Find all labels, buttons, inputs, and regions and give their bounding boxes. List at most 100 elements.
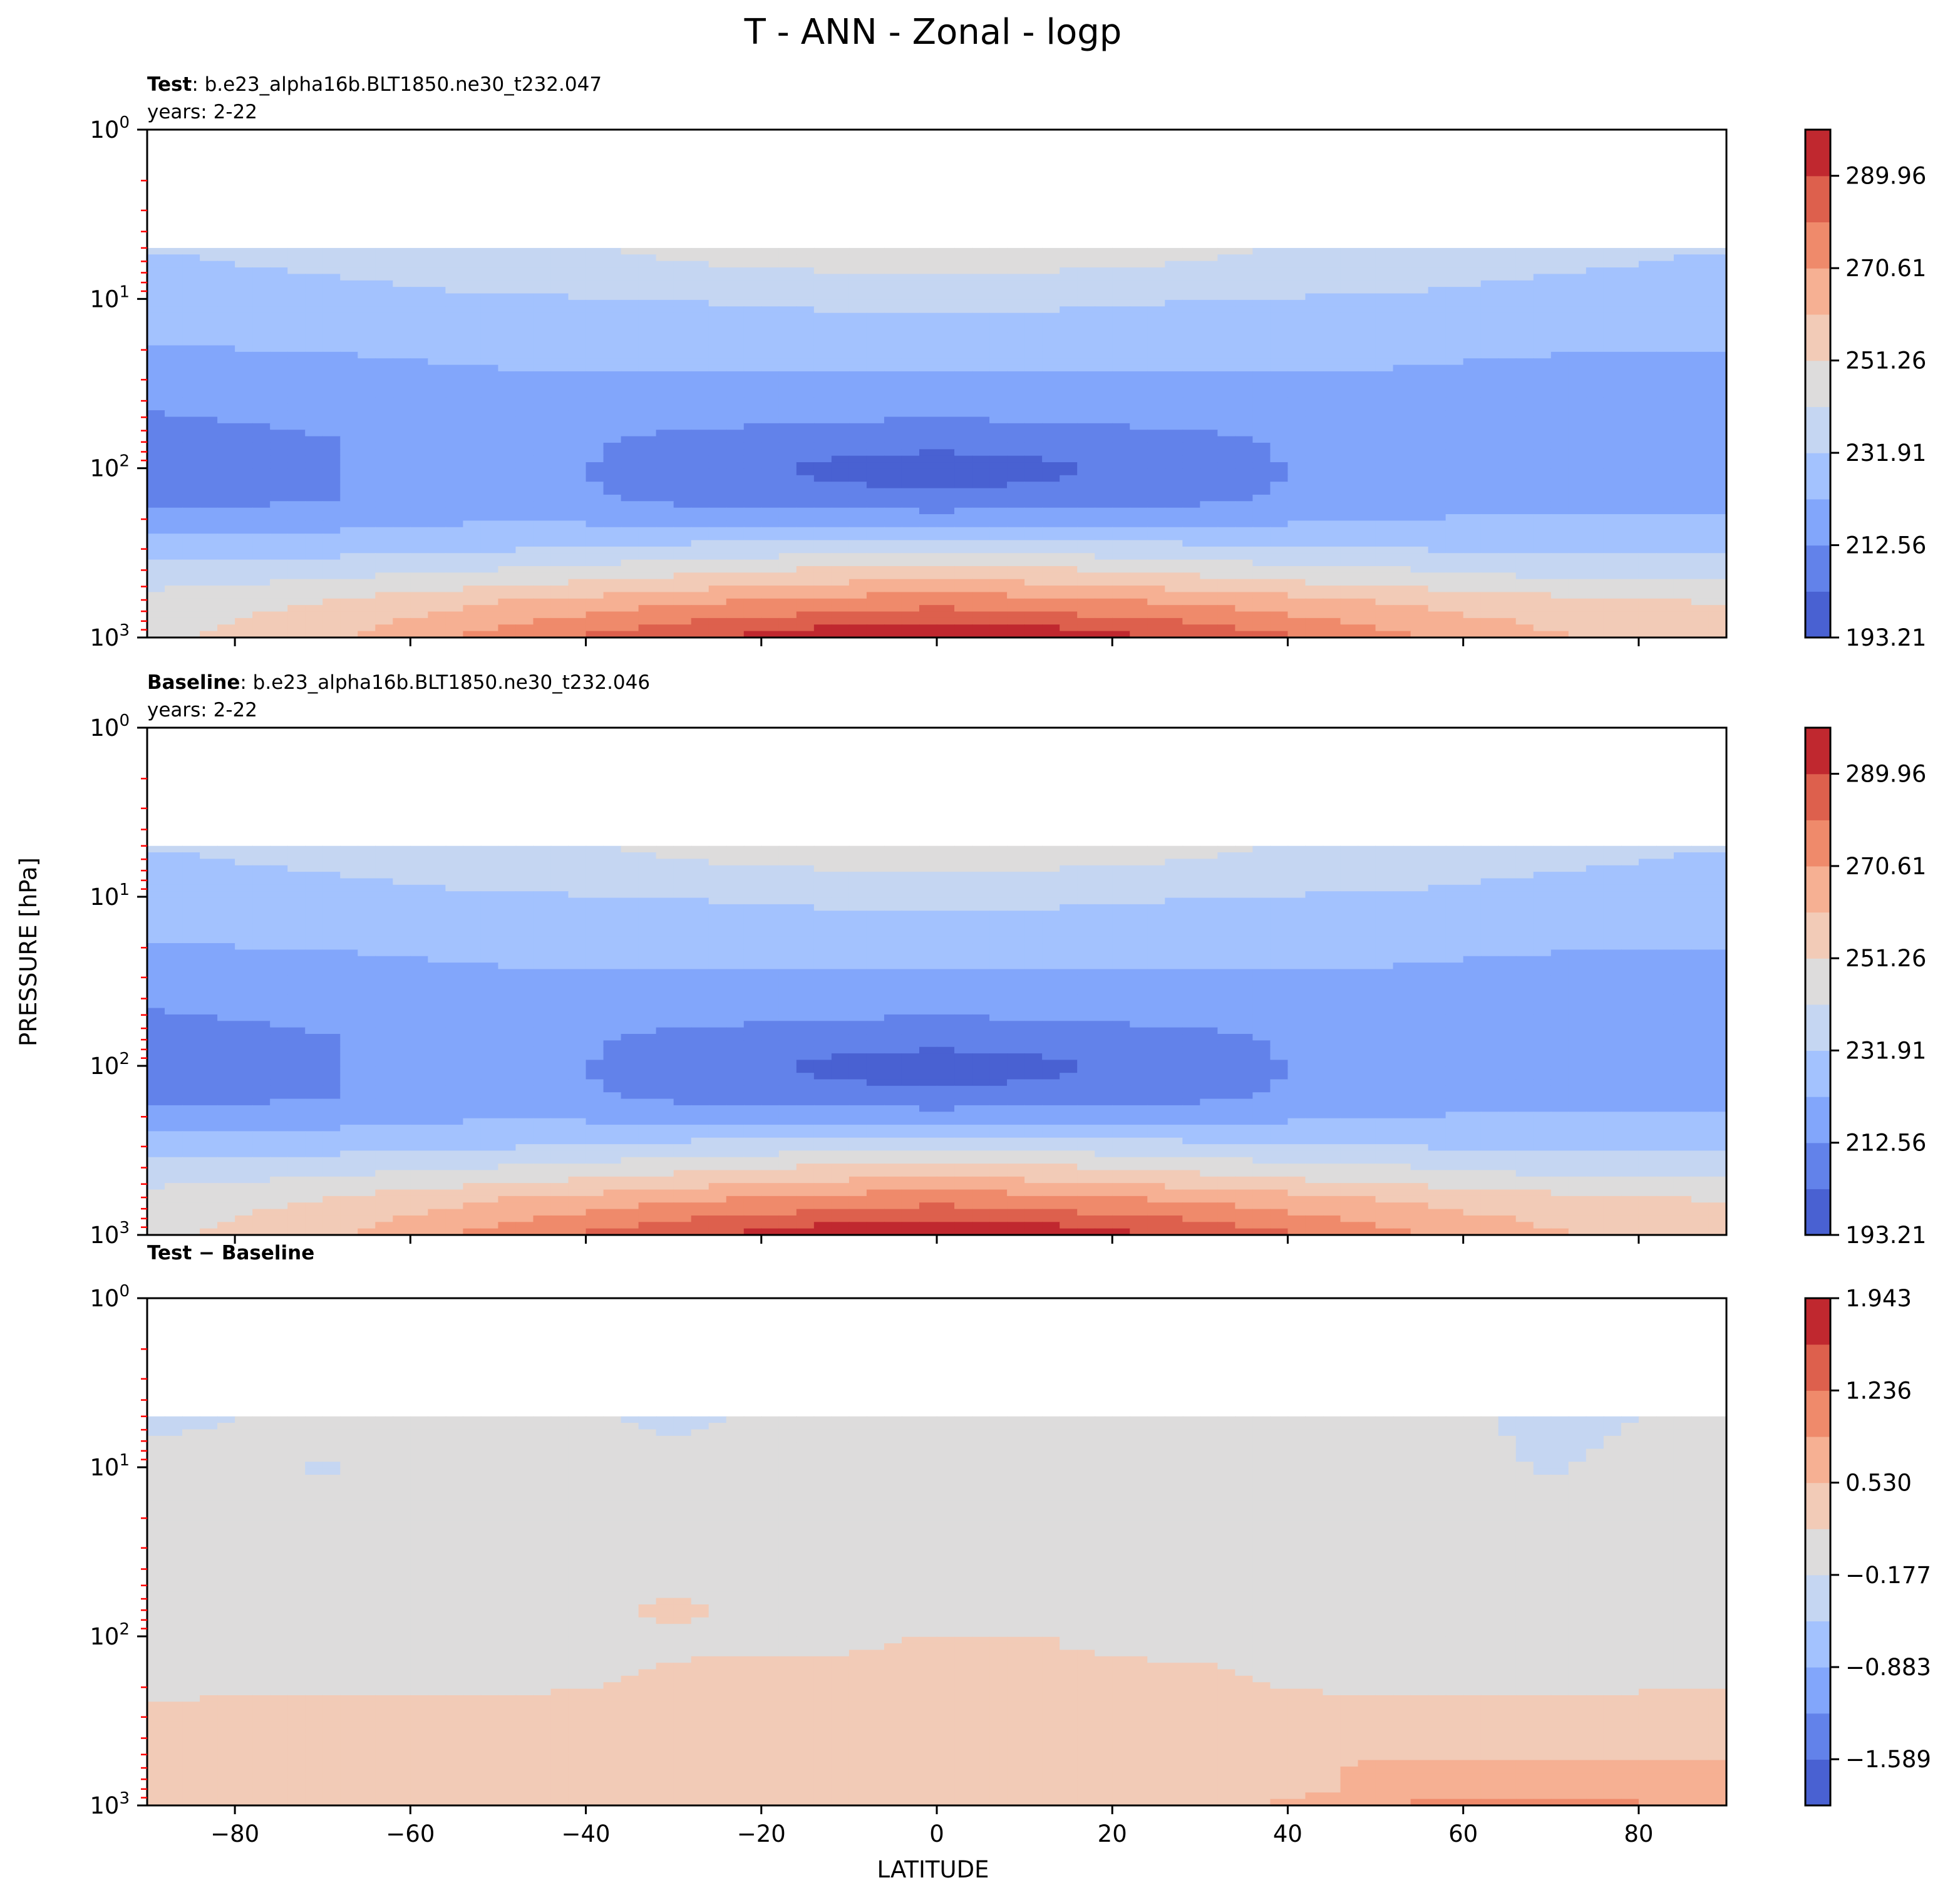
contour-cell [358,410,376,418]
contour-cell [498,410,517,418]
contour-cell [638,312,657,320]
contour-cell [533,306,552,314]
contour-cell [1287,423,1306,431]
contour-cell [217,546,235,554]
contour-cell [603,410,622,418]
contour-cell [1656,527,1674,534]
contour-cell [463,332,482,339]
contour-cell [1287,501,1306,509]
contour-cell [463,534,482,541]
contour-cell [972,565,990,574]
contour-cell [954,514,972,522]
contour-cell [1287,416,1306,424]
contour-cell [1586,299,1604,307]
contour-cell [638,475,657,482]
contour-cell [901,494,920,502]
contour-cell [1147,364,1166,372]
contour-cell [1463,247,1482,256]
contour-cell [761,514,780,522]
contour-cell [673,572,692,580]
contour-cell [1375,553,1394,560]
contour-cell [831,280,850,287]
contour-cell [1568,247,1587,256]
contour-cell [656,397,674,405]
contour-cell [1130,384,1148,391]
contour-cell [165,455,183,463]
contour-cell [1375,306,1394,314]
contour-cell [1393,482,1411,489]
contour-cell [708,416,727,424]
contour-cell [585,579,604,586]
contour-cell [235,586,253,593]
contour-cell [480,546,499,554]
contour-cell [550,364,569,372]
contour-cell [937,488,955,495]
contour-cell [691,455,709,463]
contour-cell [182,565,200,574]
contour-cell [533,345,552,353]
contour-cell [1533,339,1552,346]
contour-cell [480,527,499,534]
contour-cell [1147,397,1166,405]
contour-cell [1235,267,1254,275]
contour-cell [1621,274,1639,281]
contour-cell [1656,247,1674,256]
contour-cell [656,520,674,528]
contour-cell [1217,488,1236,495]
contour-cell [778,364,797,372]
contour-cell [1182,423,1201,431]
contour-cell [1393,553,1411,560]
contour-cell [1533,598,1552,606]
contour-cell [1042,299,1060,307]
contour-cell [1673,345,1692,353]
contour-cell [568,430,587,437]
contour-cell [1691,430,1710,437]
contour-cell [884,579,902,586]
contour-cell [340,482,359,489]
contour-cell [638,540,657,547]
contour-cell [1042,520,1060,528]
contour-cell [182,280,200,287]
contour-cell [550,351,569,359]
contour-cell [1375,462,1394,470]
contour-cell [533,339,552,346]
contour-cell [217,488,235,495]
contour-cell [1410,501,1429,509]
contour-cell [358,527,376,534]
contour-cell [1358,397,1376,405]
contour-cell [937,565,955,574]
contour-cell [656,436,674,443]
contour-cell [340,534,359,541]
contour-cell [1428,358,1447,366]
contour-cell [463,598,482,606]
contour-cell [287,423,306,431]
contour-cell [1586,442,1604,450]
contour-cell [165,423,183,431]
contour-cell [901,267,920,275]
contour-cell [270,468,288,476]
contour-cell [778,384,797,391]
contour-cell [1586,572,1604,580]
contour-cell [498,455,517,463]
contour-cell [1042,442,1060,450]
contour-cell [515,299,534,307]
contour-cell [200,507,218,515]
contour-cell [585,326,604,333]
contour-cell [165,378,183,385]
contour-cell [954,482,972,489]
contour-cell [182,482,200,489]
contour-cell [1621,345,1639,353]
contour-cell [1410,592,1429,599]
contour-cell [463,494,482,502]
contour-cell [1323,579,1341,586]
contour-cell [340,397,359,405]
contour-cell [393,462,411,470]
contour-cell [1340,416,1359,424]
contour-cell [182,378,200,385]
contour-cell [515,436,534,443]
contour-cell [901,482,920,489]
contour-cell [393,319,411,327]
contour-cell [1182,312,1201,320]
contour-cell [884,339,902,346]
contour-cell [1305,455,1324,463]
